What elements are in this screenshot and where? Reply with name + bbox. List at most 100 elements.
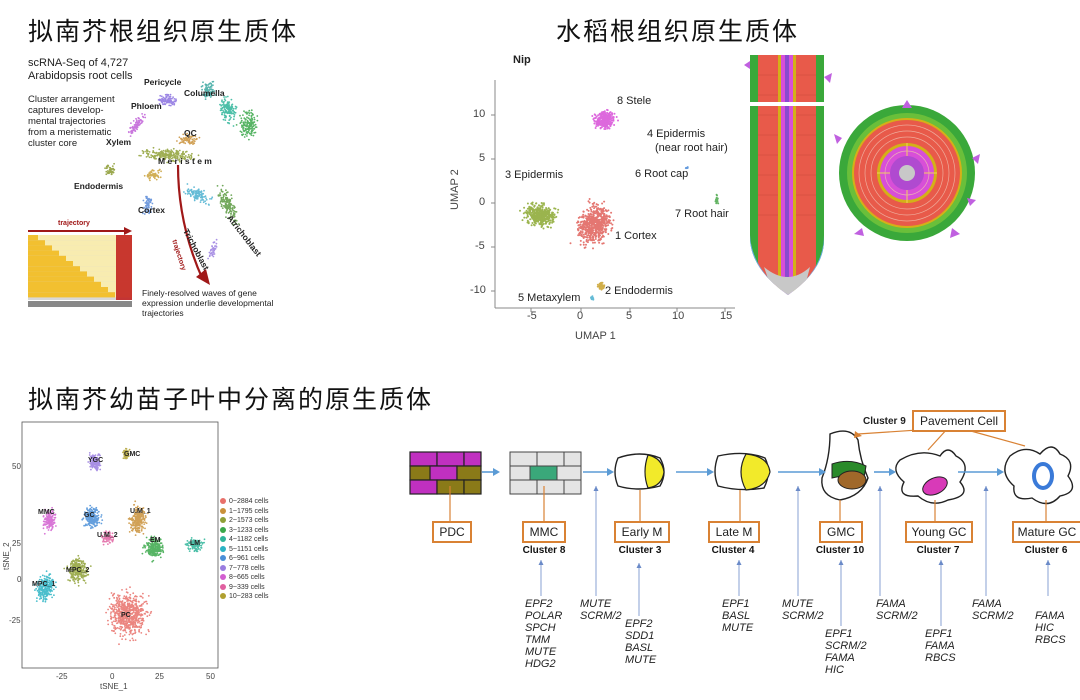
scatter-point [35,588,37,590]
scatter-point [197,198,199,200]
scatter-point [208,84,210,86]
scatter-point [144,114,146,116]
scatter-point [220,202,222,204]
scatter-point [602,112,604,114]
scatter-point [243,127,245,129]
scatter-point [584,224,586,226]
scatter-point [128,131,130,133]
scatter-point [210,253,212,255]
scatter-point [81,574,83,576]
scatter-point [141,525,143,527]
scatter-point [132,530,134,532]
scatter-point [553,207,555,209]
scatter-point [109,542,111,544]
scatter-point [138,155,140,157]
arab-note-line: mental trajectories [28,116,115,127]
scatter-point [136,518,138,520]
scatter-point [141,528,143,530]
scatter-point [36,600,38,602]
scatter-point [173,102,175,104]
scatter-point [189,550,191,552]
scatter-point [159,95,161,97]
scatter-point [45,591,47,593]
scatter-point [173,152,175,154]
scatter-point [212,253,214,255]
scatter-point [180,142,182,144]
scatter-point [608,222,610,224]
scatter-point [529,218,531,220]
scatter-point [172,104,174,106]
scatter-point [160,151,162,153]
scatter-point [109,598,111,600]
scatter-point [47,576,49,578]
scatter-point [89,452,91,454]
scatter-point [233,118,235,120]
scatter-point [212,81,214,83]
scatter-point [541,202,543,204]
scatter-point [105,612,107,614]
scatter-point [114,616,116,618]
scatter-point [231,99,233,101]
scatter-point [82,560,84,562]
scatter-point [142,597,144,599]
scatter-point [226,206,228,208]
scatter-point [253,126,255,128]
scatter-point [165,96,167,98]
scatter-point [164,100,166,102]
scatter-point [603,222,605,224]
scatter-point [599,283,601,285]
scatter-point [193,196,195,198]
scatter-point [203,196,205,198]
scatter-point [159,554,161,556]
scatter-point [44,575,46,577]
scatter-point [129,531,131,533]
scatter-point [531,222,533,224]
scatter-point [596,222,598,224]
scatter-point [614,113,616,115]
scatter-point [594,219,596,221]
rice-y-tick: -10 [470,284,486,296]
scatter-point [195,548,197,550]
scatter-point [582,231,584,233]
scatter-point [534,222,536,224]
scatter-point [232,205,234,207]
scatter-point [117,622,119,624]
scatter-point [597,207,599,209]
scatter-point [555,216,557,218]
scatter-point [253,135,255,137]
scatter-point [46,522,48,524]
scatter-point [83,579,85,581]
scatter-point [605,117,607,119]
scatter-point [145,551,147,553]
scatter-point [251,109,253,111]
scatter-point [592,237,594,239]
scatter-point [103,544,105,546]
scatter-point [186,151,188,153]
scatter-point [73,579,75,581]
scatter-point [187,540,189,542]
scatter-point [38,594,40,596]
scatter-point [97,520,99,522]
scatter-point [551,213,553,215]
scatter-point [251,121,253,123]
scatter-point [596,216,598,218]
scatter-point [611,228,613,230]
scatter-point [205,203,207,205]
scatter-point [205,98,207,100]
scatter-point [192,139,194,141]
rice-label-roothair: 7 Root hair [675,208,729,220]
scatter-point [208,204,210,206]
scatter-point [595,228,597,230]
scatter-point [166,153,168,155]
scatter-point [46,570,48,572]
scatter-point [603,201,605,203]
scatter-point [170,151,172,153]
scatter-point [140,155,142,157]
scatter-point [43,596,45,598]
scatter-point [545,221,547,223]
scatter-point [590,211,592,213]
scatter-point [539,218,541,220]
arab-caption-line: trajectories [142,308,273,318]
scatter-point [607,109,609,111]
scatter-point [246,133,248,135]
